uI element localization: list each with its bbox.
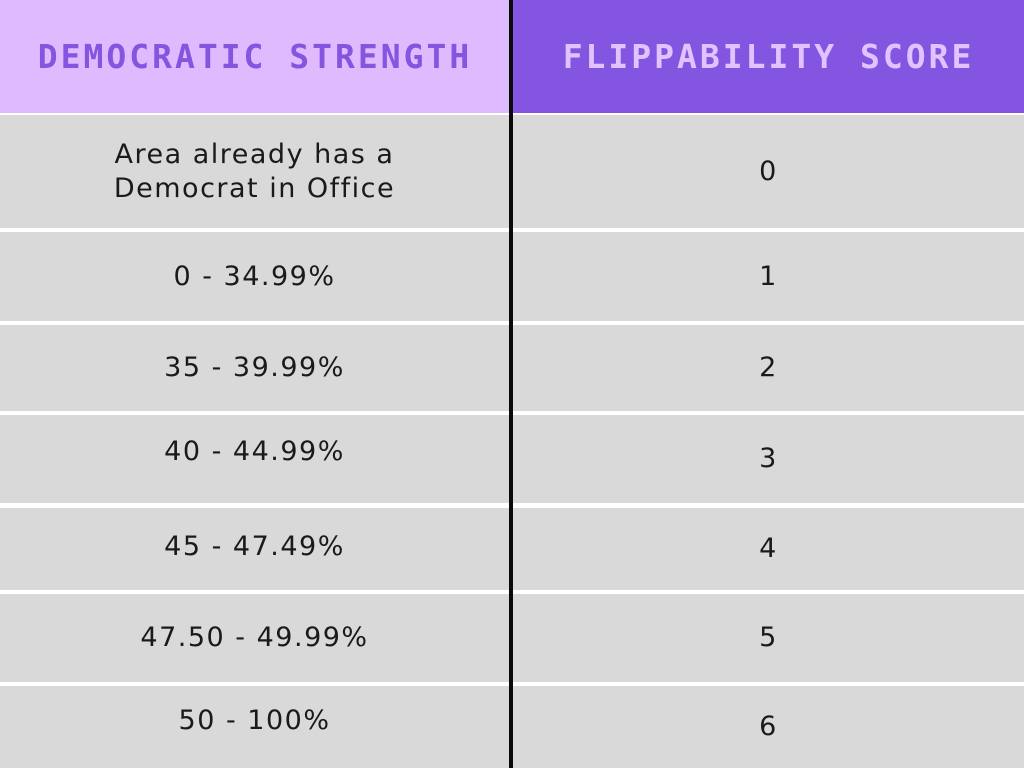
table-row-4-score: 4 xyxy=(513,508,1024,590)
table-row-5-strength: 47.50 - 49.99% xyxy=(0,594,509,682)
score-value: 0 xyxy=(759,155,778,187)
table-row-6-strength: 50 - 100% xyxy=(0,686,509,768)
strength-value: 0 - 34.99% xyxy=(173,260,336,292)
table-row-0-score: 0 xyxy=(513,115,1024,228)
table-row-1-score: 1 xyxy=(513,232,1024,321)
table-row-6-score: 6 xyxy=(513,686,1024,768)
strength-value: 40 - 44.99% xyxy=(164,436,345,467)
header-democratic-strength: DEMOCRATIC STRENGTH xyxy=(0,0,510,113)
column-divider xyxy=(509,0,513,768)
strength-value: Area already has a Democrat in Office xyxy=(113,138,396,204)
table-row-3-strength: 40 - 44.99% xyxy=(0,415,509,503)
strength-value: 45 - 47.49% xyxy=(164,530,345,562)
score-value: 1 xyxy=(759,260,778,292)
strength-value: 35 - 39.99% xyxy=(164,352,345,383)
table-row-4-strength: 45 - 47.49% xyxy=(0,508,509,590)
score-value: 2 xyxy=(759,352,778,383)
header-flippability-score: FLIPPABILITY SCORE xyxy=(513,0,1024,113)
score-value: 6 xyxy=(759,711,778,742)
score-value: 5 xyxy=(759,622,778,653)
strength-value: 47.50 - 49.99% xyxy=(140,622,369,653)
table-row-5-score: 5 xyxy=(513,594,1024,682)
header-democratic-strength-label: DEMOCRATIC STRENGTH xyxy=(37,37,473,76)
table-row-2-score: 2 xyxy=(513,325,1024,411)
table-row-3-score: 3 xyxy=(513,415,1024,503)
score-value: 4 xyxy=(759,533,778,564)
strength-value: 50 - 100% xyxy=(178,705,331,736)
score-value: 3 xyxy=(759,443,778,474)
table-row-2-strength: 35 - 39.99% xyxy=(0,325,509,411)
table-row-1-strength: 0 - 34.99% xyxy=(0,232,509,321)
table-row-0-strength: Area already has a Democrat in Office xyxy=(0,115,509,228)
header-flippability-score-label: FLIPPABILITY SCORE xyxy=(562,37,975,76)
